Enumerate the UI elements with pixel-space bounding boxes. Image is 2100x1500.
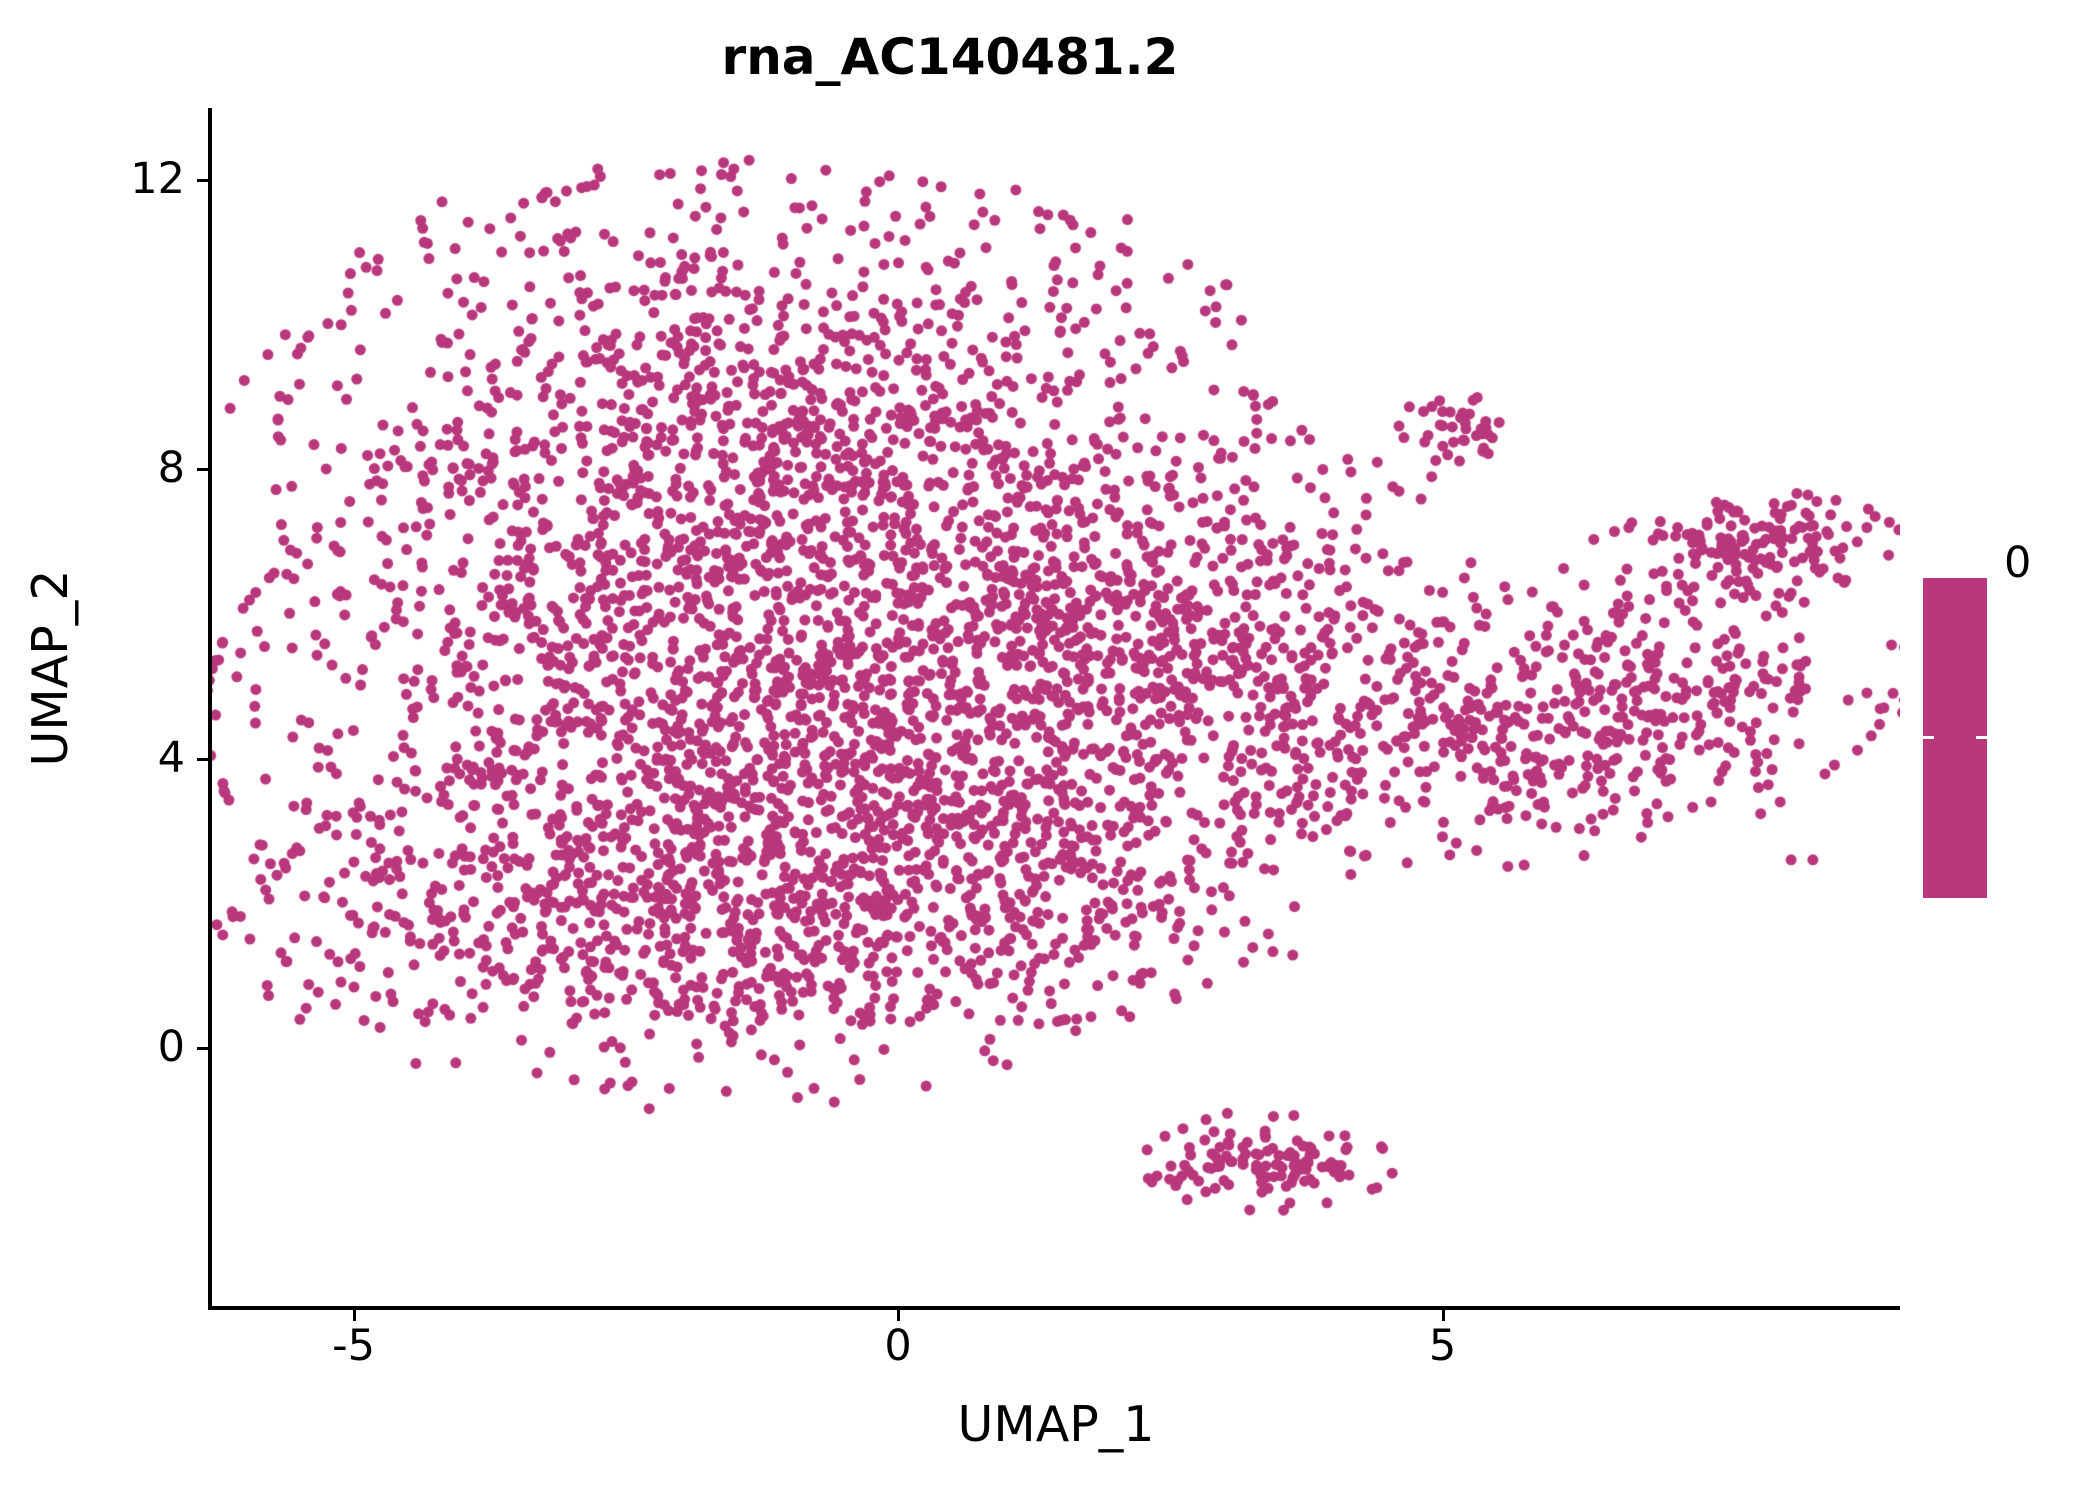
colorbar-tick-label: 0 bbox=[2004, 538, 2032, 588]
y-tick-mark bbox=[197, 757, 208, 761]
y-tick-label-12: 12 bbox=[80, 158, 185, 202]
x-tick-label-5: 5 bbox=[1373, 1325, 1513, 1368]
x-tick-label-text: -5 bbox=[332, 1321, 375, 1371]
x-tick-mark bbox=[1441, 1310, 1445, 1321]
x-tick-mark bbox=[897, 1310, 901, 1321]
y-tick-mark bbox=[197, 468, 208, 472]
y-tick-label-8: 8 bbox=[80, 447, 185, 491]
y-tick-label-text: 4 bbox=[157, 732, 185, 783]
y-tick-label-4: 4 bbox=[80, 732, 185, 783]
x-axis-spine bbox=[208, 1306, 1900, 1310]
y-axis-spine bbox=[208, 108, 212, 1310]
colorbar-tick-mark bbox=[1923, 736, 1934, 739]
x-axis-label: UMAP_1 bbox=[957, 1396, 1155, 1453]
plot-area bbox=[212, 108, 1900, 1308]
page-title: rna_AC140481.2 bbox=[721, 28, 1179, 86]
colorbar-tick-mark bbox=[1976, 736, 1987, 739]
y-tick-mark bbox=[197, 1046, 208, 1050]
y-axis-label-container: UMAP_2 bbox=[22, 388, 82, 948]
scatter-plot-canvas bbox=[212, 108, 1900, 1308]
x-tick-label-minus5: -5 bbox=[284, 1325, 424, 1368]
y-tick-label-0: 0 bbox=[80, 1021, 185, 1072]
x-tick-label-text: 5 bbox=[1428, 1321, 1457, 1371]
y-axis-label: UMAP_2 bbox=[22, 569, 79, 767]
x-tick-mark bbox=[352, 1310, 356, 1321]
colorbar bbox=[1923, 578, 1987, 898]
x-tick-label-0: 0 bbox=[828, 1325, 968, 1368]
y-tick-label-text: 0 bbox=[157, 1021, 185, 1072]
y-tick-label-text: 8 bbox=[157, 443, 185, 494]
y-tick-mark bbox=[197, 179, 208, 183]
y-tick-label-text: 12 bbox=[130, 154, 185, 205]
x-tick-label-text: 0 bbox=[884, 1321, 912, 1371]
